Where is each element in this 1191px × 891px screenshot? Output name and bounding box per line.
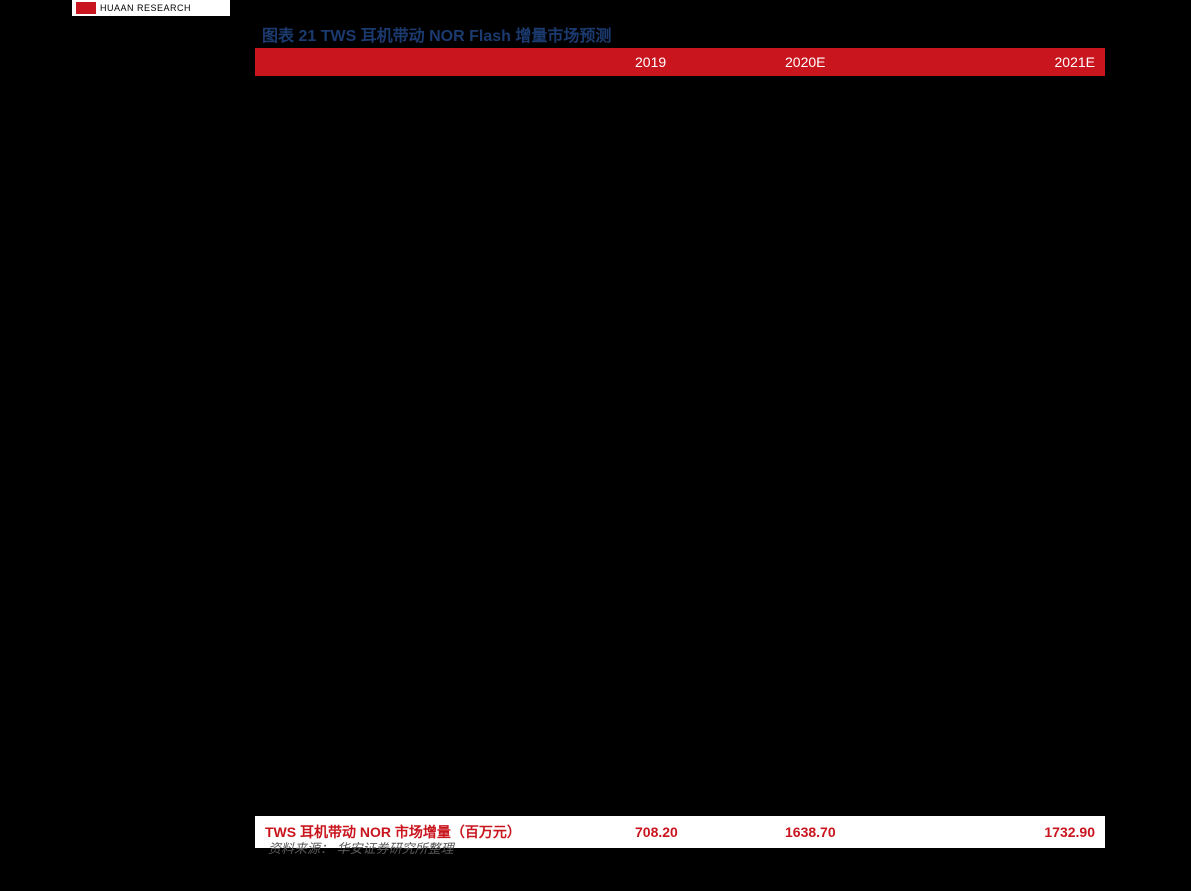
header-label-cell bbox=[255, 48, 625, 76]
forecast-table: 2019 2020E 2021E TWS 耳机带动 NOR 市场增量（百万元） … bbox=[255, 48, 1105, 848]
logo-mark bbox=[76, 2, 96, 14]
source-line: 资料来源： 华安证券研究所整理 bbox=[268, 838, 454, 857]
summary-2021e: 1732.90 bbox=[945, 816, 1105, 848]
table-body-spacer bbox=[255, 76, 1105, 816]
logo-box: HUAAN RESEARCH bbox=[72, 0, 230, 16]
source-label: 资料来源： bbox=[268, 841, 333, 856]
summary-2019: 708.20 bbox=[625, 816, 775, 848]
header-year-2021e: 2021E bbox=[945, 48, 1105, 76]
source-value: 华安证券研究所整理 bbox=[337, 841, 454, 856]
summary-2020e: 1638.70 bbox=[775, 816, 945, 848]
logo-text: HUAAN RESEARCH bbox=[100, 3, 191, 13]
chart-title: 图表 21 TWS 耳机带动 NOR Flash 增量市场预测 bbox=[262, 22, 611, 46]
header-year-2019: 2019 bbox=[625, 48, 775, 76]
header-year-2020e: 2020E bbox=[775, 48, 945, 76]
table-header-row: 2019 2020E 2021E bbox=[255, 48, 1105, 76]
